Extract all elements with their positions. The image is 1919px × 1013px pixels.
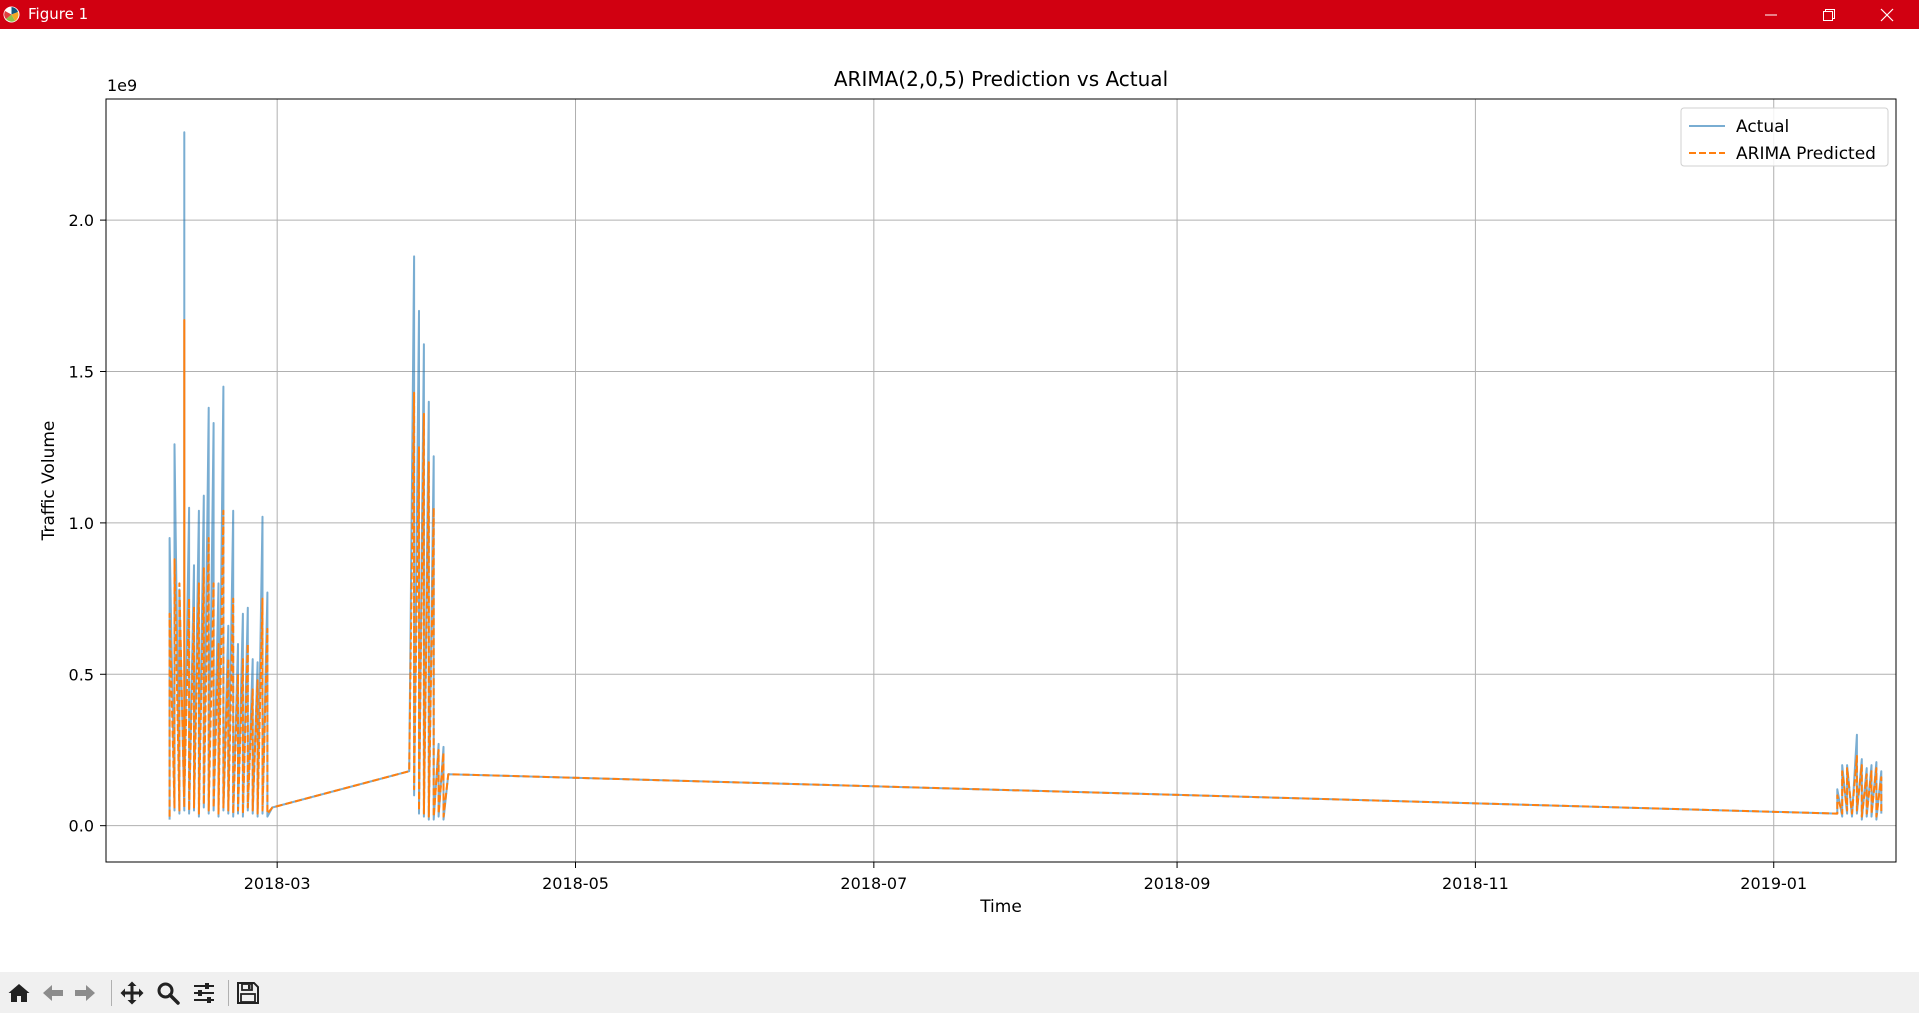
maximize-button[interactable] [1800, 0, 1858, 29]
minimize-button[interactable] [1742, 0, 1800, 29]
grid-lines [106, 99, 1896, 862]
maximize-icon [1823, 9, 1835, 21]
y-tick-label: 0.5 [69, 665, 94, 684]
figure-canvas[interactable]: 2018-03 2018-05 2018-07 2018-09 2018-11 2019-… [0, 29, 1919, 972]
close-button[interactable] [1858, 0, 1916, 29]
window-title: Figure 1 [28, 5, 89, 23]
back-arrow-icon [43, 985, 63, 1001]
x-tick-label: 2018-05 [542, 874, 609, 893]
navigation-toolbar [0, 972, 1919, 1013]
y-offset-label: 1e9 [107, 76, 137, 95]
x-tick-label: 2018-11 [1442, 874, 1509, 893]
y-tick-label: 2.0 [69, 211, 94, 230]
toolbar-separator [111, 980, 112, 1006]
matplotlib-logo-icon [3, 6, 20, 23]
legend-label: ARIMA Predicted [1736, 144, 1876, 164]
configure-subplots-icon [194, 983, 214, 1003]
chart: 2018-03 2018-05 2018-07 2018-09 2018-11 2019-… [39, 67, 1897, 917]
legend-label: Actual [1736, 117, 1789, 137]
forward-arrow-icon [75, 985, 95, 1001]
x-tick-label: 2019-01 [1740, 874, 1807, 893]
y-tick-label: 1.0 [69, 514, 94, 533]
legend: Actual ARIMA Predicted [1680, 107, 1889, 167]
axes-frame [105, 98, 1897, 863]
series-line-actual [168, 131, 1883, 821]
home-button[interactable] [4, 978, 34, 1008]
x-tick-label: 2018-09 [1144, 874, 1211, 893]
save-icon [237, 982, 259, 1004]
y-tick-label: 0.0 [69, 817, 94, 836]
minimize-icon [1765, 14, 1777, 16]
save-button[interactable] [233, 978, 263, 1008]
home-icon [8, 984, 30, 1002]
series-line-arima-predicted [168, 319, 1883, 818]
zoom-button[interactable] [153, 978, 183, 1008]
legend-box [1680, 107, 1889, 167]
pan-button[interactable] [117, 978, 147, 1008]
close-icon [1880, 8, 1894, 22]
pan-icon [120, 981, 144, 1005]
y-tick-label: 1.5 [69, 363, 94, 382]
chart-title: ARIMA(2,0,5) Prediction vs Actual [834, 67, 1168, 91]
toolbar-separator [228, 980, 229, 1006]
x-tick-label: 2018-07 [840, 874, 907, 893]
y-axis-label: Traffic Volume [39, 421, 59, 542]
configure-subplots-button[interactable] [189, 978, 219, 1008]
zoom-icon [157, 982, 180, 1005]
forward-button[interactable] [70, 978, 100, 1008]
back-button[interactable] [38, 978, 68, 1008]
ticks: 2018-03 2018-05 2018-07 2018-09 2018-11 2019-… [69, 211, 1808, 893]
x-tick-label: 2018-03 [244, 874, 311, 893]
window-titlebar: Figure 1 [0, 0, 1919, 29]
x-axis-label: Time [979, 897, 1022, 917]
series-layer [168, 131, 1883, 821]
